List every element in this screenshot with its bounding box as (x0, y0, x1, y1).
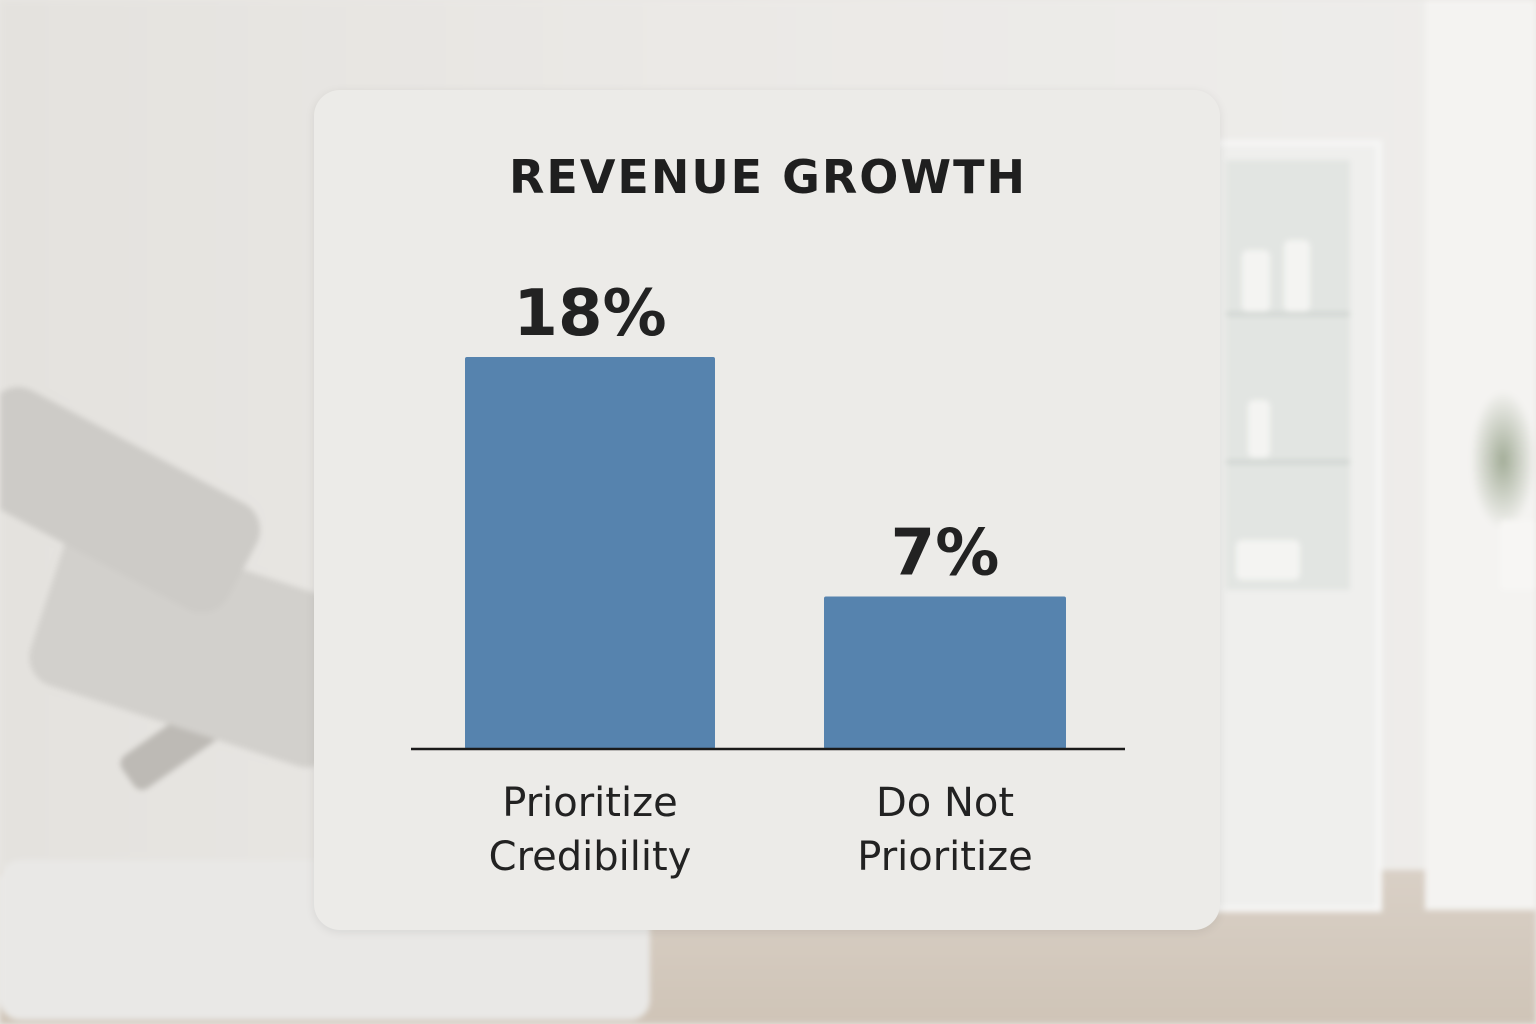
bars-group (465, 357, 1066, 749)
bar-0 (465, 357, 715, 749)
cabinet-shelf (1226, 460, 1350, 464)
plant (1470, 390, 1536, 530)
category-label-1-line-1: Prioritize (857, 834, 1032, 880)
plant-pot (1500, 520, 1536, 590)
category-label-0-line-1: Credibility (489, 834, 692, 880)
chart-title: REVENUE GROWTH (508, 150, 1028, 204)
bottle (1248, 400, 1270, 458)
bottle (1242, 250, 1270, 312)
box (1236, 540, 1300, 580)
bar-1 (824, 596, 1066, 749)
bottle (1284, 240, 1310, 312)
cabinet-shelf (1226, 312, 1350, 316)
category-label-1-line-0: Do Not (876, 780, 1014, 826)
data-label-0: 18% (513, 277, 666, 351)
category-label-0-line-0: Prioritize (502, 780, 677, 826)
data-label-1: 7% (891, 517, 1000, 591)
labels-group: 18% Prioritize Credibility 7% Do Not Prioriti… (489, 277, 1033, 880)
cabinet-glass (1226, 160, 1350, 590)
